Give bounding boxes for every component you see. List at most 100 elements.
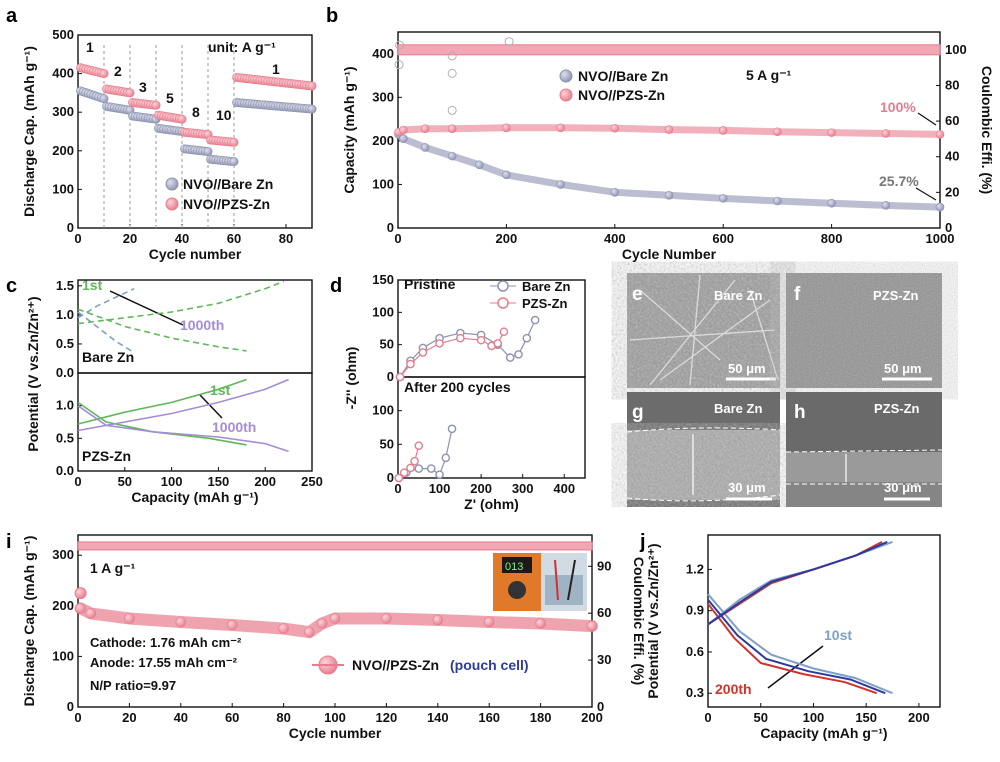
j-xtick-label: 100 bbox=[803, 710, 825, 725]
i-xtick-label: 120 bbox=[376, 710, 398, 725]
rate-label-2: 2 bbox=[114, 63, 122, 79]
b-xlabel: Cycle Number bbox=[622, 246, 717, 262]
a-point-pzs bbox=[125, 88, 135, 98]
b-point-pzs bbox=[420, 124, 430, 133]
i-xtick-label: 0 bbox=[74, 710, 81, 725]
sem-e-letter: e bbox=[632, 284, 643, 305]
b-point-bare bbox=[664, 191, 674, 200]
sem-e-caption: Bare Zn bbox=[714, 288, 762, 303]
i-point bbox=[381, 613, 392, 624]
d-point-3 bbox=[406, 463, 415, 473]
rate-label-1b: 1 bbox=[272, 61, 280, 77]
c-curve-7 bbox=[77, 405, 289, 453]
c-xtick-label: 150 bbox=[208, 474, 230, 489]
a-point-pzs bbox=[229, 137, 239, 147]
np-note: N/P ratio=9.97 bbox=[90, 678, 176, 693]
j-frame bbox=[707, 534, 941, 708]
b-xtick-label: 600 bbox=[712, 231, 734, 246]
c-ytick-label: 1.0 bbox=[56, 398, 74, 413]
a-legend-text: NVO//Bare Zn bbox=[183, 176, 273, 192]
svg-text:013: 013 bbox=[505, 561, 523, 573]
i-legend-sub: (pouch cell) bbox=[450, 657, 529, 673]
b-point-bare bbox=[502, 170, 511, 180]
d-xtick-label: 200 bbox=[470, 481, 492, 496]
c-top-ytick-label: 1.0 bbox=[56, 307, 74, 322]
d-top-ytick-label: 50 bbox=[380, 337, 394, 352]
b-y2tick-label: 0 bbox=[945, 220, 952, 235]
j-xtick-label: 0 bbox=[704, 710, 711, 725]
arrow-bare bbox=[915, 187, 937, 201]
d-xtick-label: 400 bbox=[553, 481, 575, 496]
j-xtick-label: 150 bbox=[855, 710, 877, 725]
b-point-bare bbox=[881, 201, 891, 210]
b-y2tick-label: 100 bbox=[945, 42, 967, 57]
c-top-label: Bare Zn bbox=[82, 349, 134, 365]
sem-g-scale: 30 μm bbox=[728, 480, 766, 495]
cathode-note: Cathode: 1.76 mAh cm⁻² bbox=[90, 635, 242, 650]
b-ce-band bbox=[397, 44, 941, 56]
i-ytick-label: 100 bbox=[52, 648, 74, 663]
c-ytick-label: 0.5 bbox=[56, 430, 74, 445]
d-bottom-label: After 200 cycles bbox=[404, 379, 511, 395]
i-xtick-label: 140 bbox=[427, 710, 449, 725]
b-point-pzs bbox=[773, 127, 782, 137]
i-y2tick-label: 90 bbox=[597, 558, 611, 573]
b-y2label: Coulombic Effi. (%) bbox=[979, 66, 995, 194]
d-ytick-label: 0 bbox=[387, 470, 394, 485]
b-xtick-label: 800 bbox=[821, 231, 843, 246]
d-point-0 bbox=[505, 353, 515, 362]
panel-letter-i: i bbox=[6, 531, 12, 553]
anode-note: Anode: 17.55 mAh cm⁻² bbox=[90, 655, 238, 670]
j-last: 200th bbox=[715, 681, 752, 697]
d-xtick-label: 300 bbox=[512, 481, 534, 496]
b-point-bare bbox=[474, 160, 484, 170]
b-point-pzs bbox=[827, 128, 836, 137]
d-point-1 bbox=[406, 359, 415, 369]
unit-label: unit: A g⁻¹ bbox=[208, 39, 276, 55]
a-point-bare bbox=[99, 94, 109, 104]
b-point-pzs bbox=[664, 125, 674, 134]
i-point bbox=[75, 603, 86, 614]
i-point bbox=[175, 616, 187, 628]
d-ytick-label: 50 bbox=[380, 436, 394, 451]
a-point-pzs bbox=[307, 81, 317, 91]
c-xtick-label: 0 bbox=[74, 474, 81, 489]
c-curve-4 bbox=[77, 378, 247, 425]
c-curve-0 bbox=[77, 287, 135, 319]
c-curve-1 bbox=[77, 311, 135, 354]
d-point-1 bbox=[493, 339, 503, 348]
b-point-pzs bbox=[935, 130, 945, 139]
rate-note-i: 1 A g⁻¹ bbox=[90, 560, 136, 576]
b-point-pzs bbox=[881, 129, 891, 138]
d-xtick-label: 0 bbox=[394, 481, 401, 496]
a-point-pzs bbox=[151, 100, 161, 110]
d-top-ytick-label: 0 bbox=[387, 369, 394, 384]
d-point-2 bbox=[414, 464, 424, 473]
d-top-ytick-label: 100 bbox=[372, 304, 394, 319]
i-xtick-label: 80 bbox=[276, 710, 290, 725]
a-ytick-label: 400 bbox=[52, 66, 74, 81]
a-xlabel: Cycle number bbox=[149, 246, 242, 262]
j-xtick-label: 200 bbox=[908, 710, 930, 725]
j-ylabel: Potential (V vs.Zn/Zn²⁺) bbox=[645, 543, 661, 698]
a-legend-text: NVO//PZS-Zn bbox=[183, 196, 270, 212]
i-legend-main: NVO//PZS-Zn bbox=[352, 657, 439, 673]
sem-h: PZS-Zn h 30 μm bbox=[785, 392, 943, 507]
d-point-2 bbox=[426, 464, 436, 473]
b-point-pzs bbox=[556, 123, 565, 133]
d-point-1 bbox=[456, 333, 465, 343]
sem-e: Bare Zn e 50 μm bbox=[627, 273, 780, 388]
a-ytick-label: 300 bbox=[52, 104, 74, 119]
i-y2tick-label: 30 bbox=[597, 652, 611, 667]
c-top-ytick-label: 0.0 bbox=[56, 365, 74, 380]
b-outlier bbox=[447, 51, 457, 61]
i-xtick-label: 100 bbox=[324, 710, 346, 725]
b-xtick-label: 1000 bbox=[926, 231, 955, 246]
i-xtick-label: 180 bbox=[530, 710, 552, 725]
i-xtick-label: 200 bbox=[581, 710, 603, 725]
i-y2tick-label: 0 bbox=[597, 699, 604, 714]
rate-label-5: 5 bbox=[166, 90, 174, 106]
rate-label-8: 8 bbox=[192, 104, 200, 120]
a-xtick-label: 40 bbox=[175, 231, 189, 246]
b-xtick-label: 0 bbox=[394, 231, 401, 246]
